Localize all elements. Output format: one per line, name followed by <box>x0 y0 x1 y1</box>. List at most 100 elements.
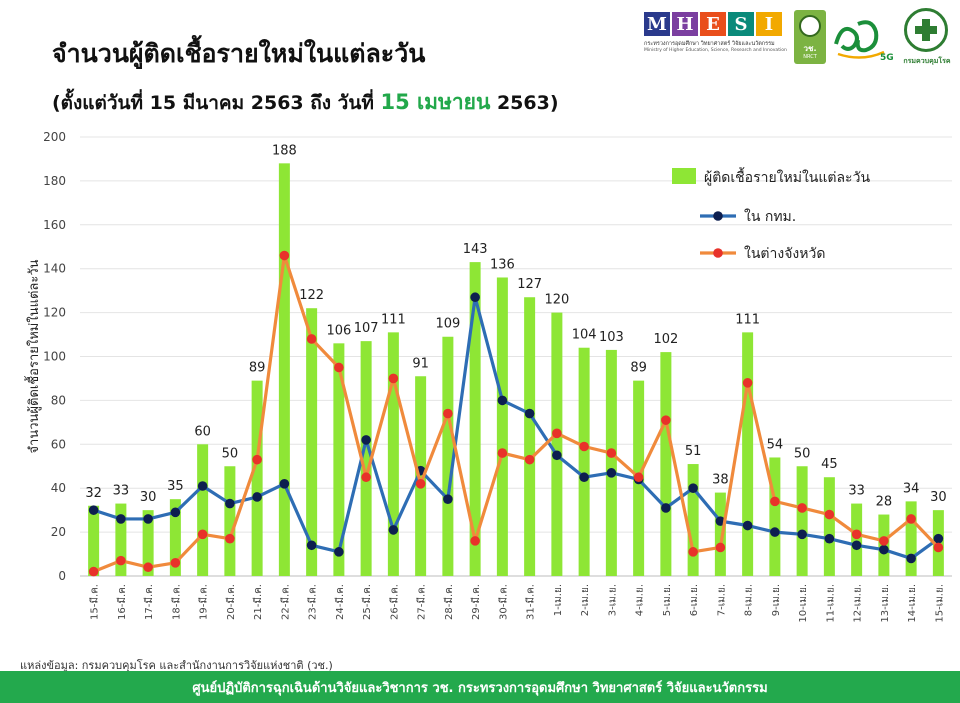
bar-data-label: 107 <box>354 321 379 336</box>
series-point <box>279 250 290 261</box>
series-point <box>688 547 698 557</box>
bar <box>442 336 454 576</box>
series-point <box>552 450 562 461</box>
series-point <box>306 334 317 344</box>
series-point <box>225 498 235 509</box>
bar-data-label: 188 <box>272 143 297 158</box>
series-point <box>116 514 126 524</box>
series-point <box>306 540 317 551</box>
legend-label: ในต่างจังหวัด <box>744 245 825 262</box>
x-tick-label: 2-เม.ย. <box>580 584 591 616</box>
bar-data-label: 104 <box>572 328 597 343</box>
x-tick-label: 16-มี.ค. <box>116 584 128 620</box>
x-tick-label: 26-มี.ค. <box>388 584 400 620</box>
bar-data-label: 143 <box>463 242 488 257</box>
bar <box>823 477 835 576</box>
x-tick-label: 5-เม.ย. <box>662 584 673 616</box>
bar <box>687 464 699 576</box>
series-point <box>633 472 644 483</box>
bar <box>306 308 318 576</box>
y-tick-label: 40 <box>51 481 66 495</box>
y-tick-label: 140 <box>43 262 66 276</box>
legend-label: ผู้ติดเชื้อรายใหม่ในแต่ละวัน <box>704 167 870 186</box>
x-tick-label: 15-มี.ค. <box>89 584 101 620</box>
nrct-logo: วช. NRCT <box>794 10 826 64</box>
y-tick-label: 180 <box>43 174 66 188</box>
series-point <box>252 492 262 502</box>
bar <box>851 503 863 576</box>
series-point <box>361 472 371 483</box>
x-tick-label: 30-มี.ค. <box>497 584 509 620</box>
nrct-emblem-icon <box>799 15 821 37</box>
bar <box>524 297 536 576</box>
series-point <box>361 435 371 445</box>
bar <box>115 503 127 576</box>
series-point <box>524 408 535 419</box>
series-point <box>879 544 889 555</box>
nrct-logo-subtext: NRCT <box>803 54 817 60</box>
mhesi-tagline-th: กระทรวงการอุดมศึกษา วิทยาศาสตร์ วิจัยและ… <box>644 41 775 47</box>
bar-data-label: 38 <box>712 473 729 488</box>
bar <box>278 163 290 576</box>
series-point <box>851 540 862 551</box>
ddc-emblem-icon <box>904 8 948 52</box>
bar <box>387 332 399 576</box>
series-point <box>143 562 153 573</box>
series-point <box>906 514 916 524</box>
series-point <box>933 533 944 544</box>
nrct-logo-text: วช. <box>803 44 817 53</box>
series-point <box>88 566 99 577</box>
x-tick-label: 12-เม.ย. <box>853 584 864 623</box>
bar <box>333 343 345 576</box>
bar-data-label: 45 <box>821 457 838 472</box>
bar-data-label: 33 <box>113 484 130 499</box>
subtitle-highlight-date: 15 เมษายน <box>380 90 491 114</box>
bar-data-label: 109 <box>435 317 460 332</box>
series-point <box>661 415 671 425</box>
y-tick-label: 200 <box>43 130 66 144</box>
bar <box>796 466 808 576</box>
series-point <box>824 509 835 520</box>
series-point <box>470 536 480 546</box>
series-point <box>688 483 698 494</box>
x-tick-label: 8-เม.ย. <box>744 584 755 616</box>
series-point <box>116 555 126 566</box>
footer-banner: ศูนย์ปฏิบัติการฉุกเฉินด้านวิจัยและวิชากา… <box>0 671 960 703</box>
combo-chart: 0 20 40 60 80 100 120 140 160 180 200 จำนวนผู้ติดเช… <box>24 130 952 623</box>
legend-swatch-marker <box>713 211 723 221</box>
series-point <box>443 494 453 504</box>
mhesi-letter: H <box>672 12 698 36</box>
bar-data-label: 102 <box>653 332 678 347</box>
mhesi-letter: M <box>644 12 670 36</box>
series-point <box>879 536 889 546</box>
bar-data-label: 50 <box>794 446 811 461</box>
bar-data-label: 28 <box>876 495 893 510</box>
bar-data-label: 54 <box>767 437 784 452</box>
series-point <box>770 527 780 537</box>
bar <box>88 505 100 576</box>
x-tick-label: 19-มี.ค. <box>198 584 210 620</box>
y-tick-label: 100 <box>43 350 66 364</box>
ddc-logo-label: กรมควบคุมโรค <box>903 57 951 65</box>
series-point <box>851 529 862 540</box>
series-point <box>933 542 944 553</box>
bar-data-label: 103 <box>599 330 624 345</box>
bar <box>551 312 563 576</box>
bar-data-label: 89 <box>630 361 647 376</box>
series-point <box>497 395 508 406</box>
bar <box>360 341 372 576</box>
x-tick-label: 14-เม.ย. <box>907 584 918 623</box>
bar <box>251 380 263 576</box>
series-point <box>143 514 153 524</box>
x-tick-label: 20-มี.ค. <box>225 584 237 620</box>
bar-data-label: 30 <box>140 490 157 505</box>
series-point <box>906 553 916 564</box>
bar <box>197 444 209 576</box>
x-tick-label: 21-มี.ค. <box>252 584 264 620</box>
x-tick-label: 27-มี.ค. <box>416 584 428 620</box>
bar-data-label: 30 <box>930 490 947 505</box>
ddc-logo: กรมควบคุมโรค <box>902 8 952 72</box>
bar <box>742 332 754 576</box>
